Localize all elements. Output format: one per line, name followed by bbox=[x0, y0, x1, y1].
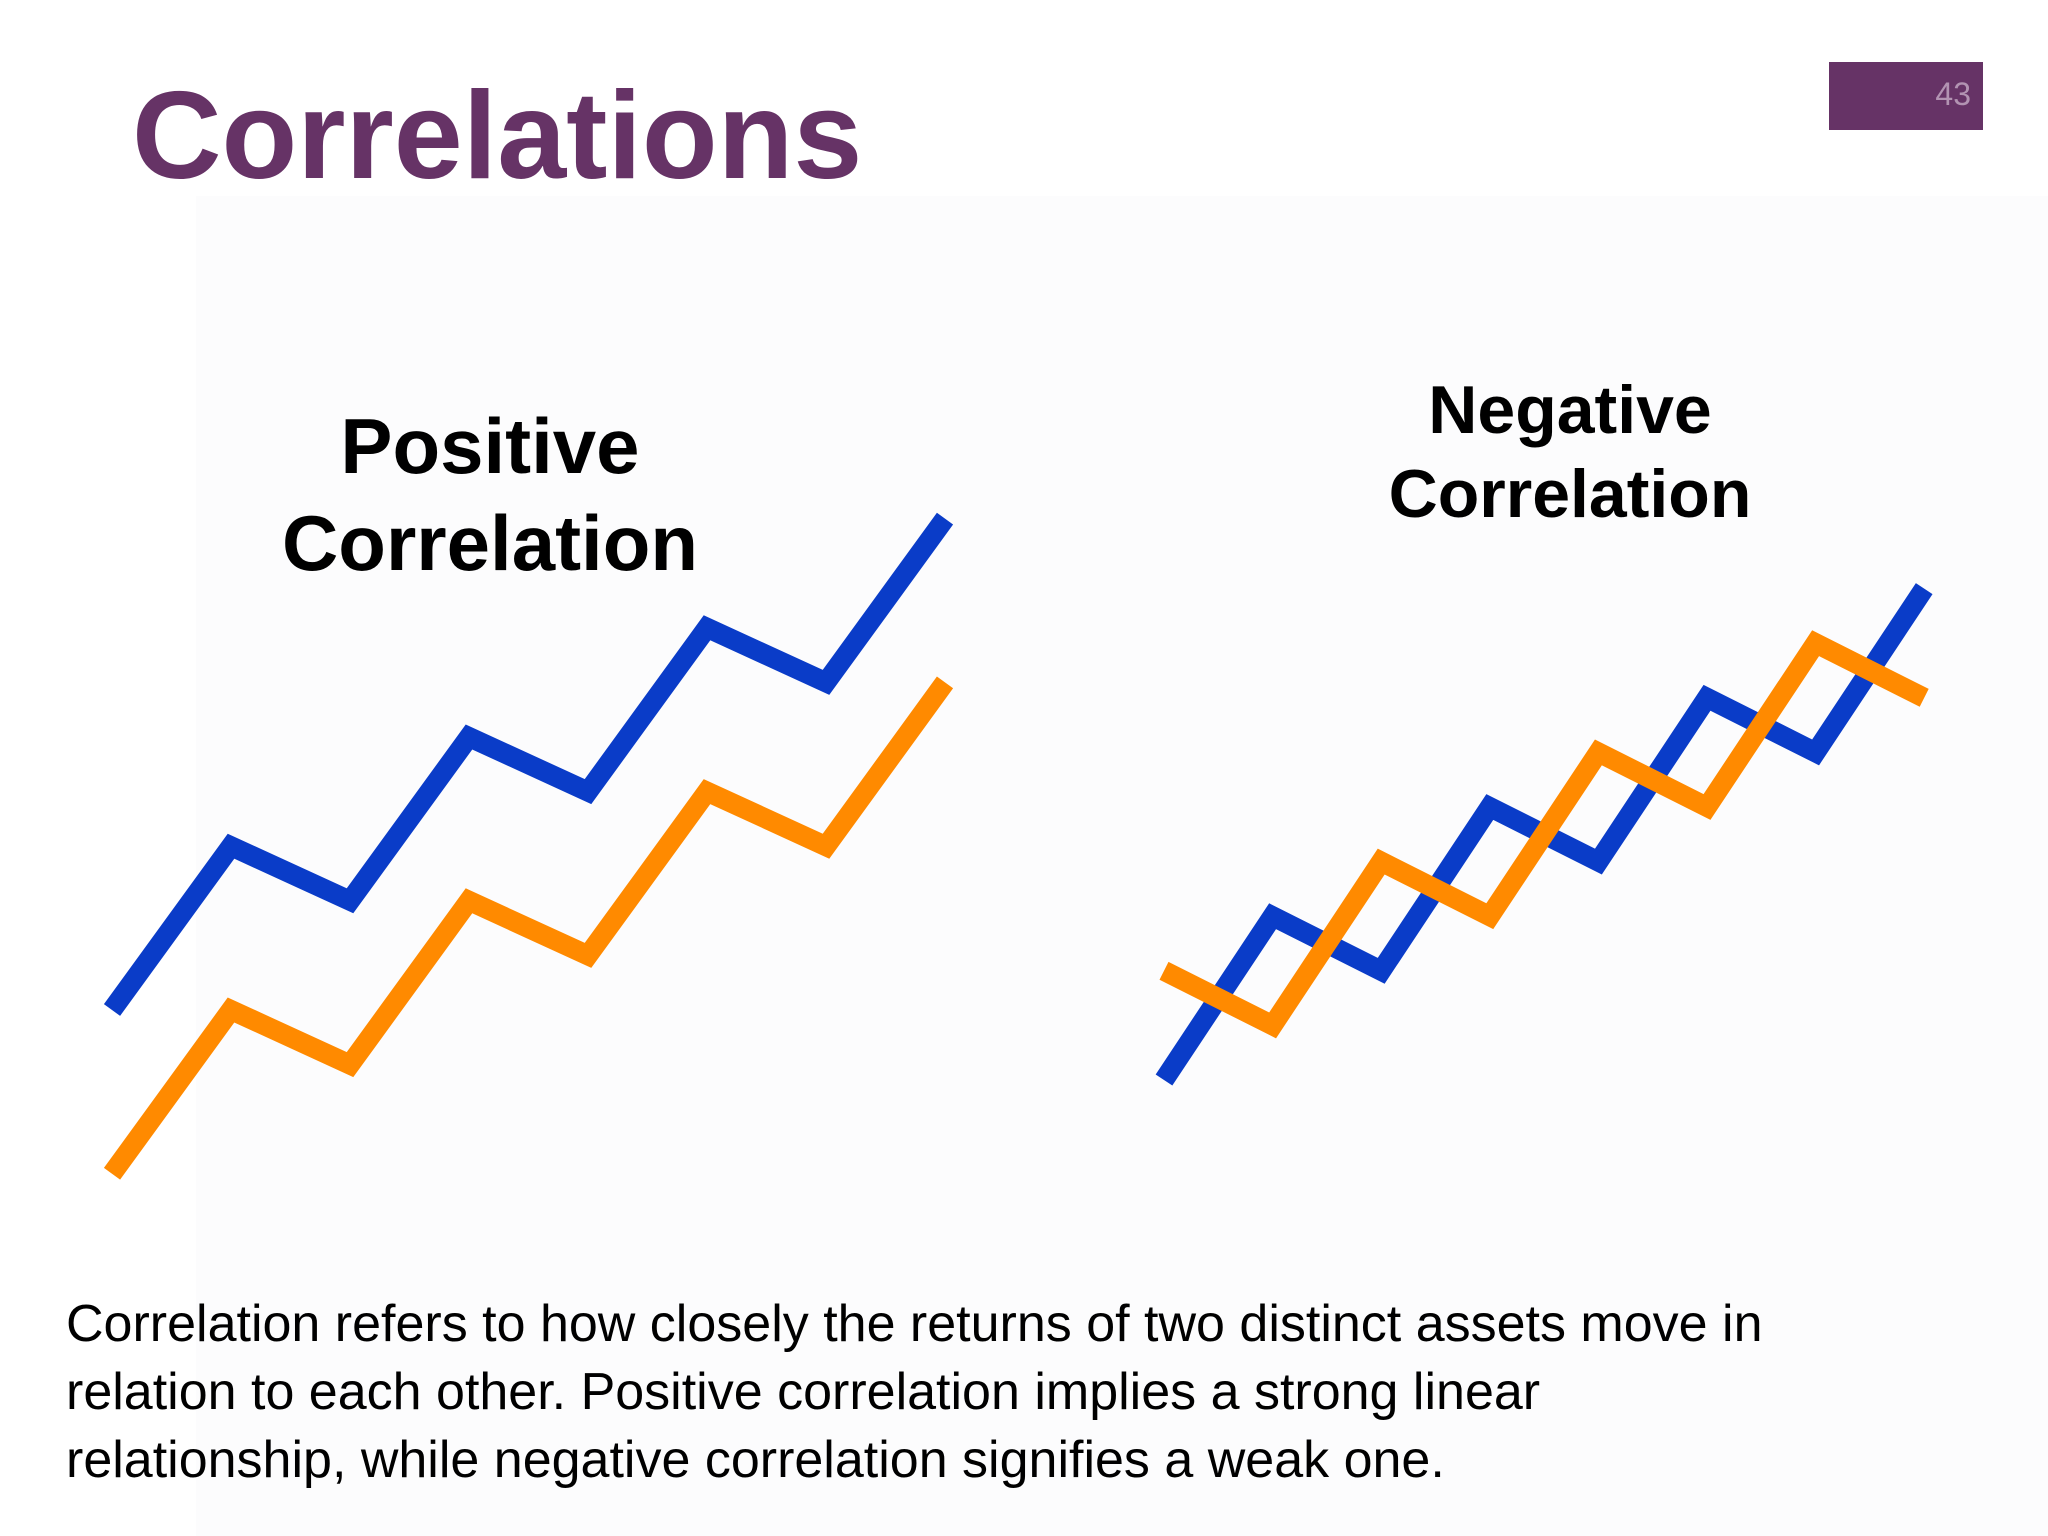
page-number-badge: 43 bbox=[1829, 62, 1983, 130]
positive-blue-line bbox=[103, 512, 954, 1016]
negative-orange-line bbox=[1159, 630, 1929, 1039]
description-text: Correlation refers to how closely the re… bbox=[66, 1290, 2006, 1494]
positive-heading-line2: Correlation bbox=[281, 499, 699, 587]
positive-correlation-heading: Positive Correlation bbox=[200, 398, 780, 592]
description-line3: relationship, while negative correlation… bbox=[66, 1431, 1445, 1489]
description-line1: Correlation refers to how closely the re… bbox=[66, 1295, 1763, 1353]
negative-correlation-lines bbox=[1155, 583, 1933, 1086]
positive-orange-line bbox=[103, 676, 954, 1180]
negative-heading-line2: Correlation bbox=[1388, 456, 1752, 532]
slide-title: Correlations bbox=[132, 67, 863, 205]
negative-correlation-heading: Negative Correlation bbox=[1300, 368, 1840, 536]
description-line2: relation to each other. Positive correla… bbox=[66, 1363, 1541, 1421]
page-number: 43 bbox=[1935, 76, 1971, 112]
content-panel bbox=[196, 196, 2048, 1536]
positive-heading-line1: Positive bbox=[340, 402, 640, 490]
negative-heading-line1: Negative bbox=[1428, 372, 1712, 448]
positive-correlation-lines bbox=[103, 512, 954, 1180]
